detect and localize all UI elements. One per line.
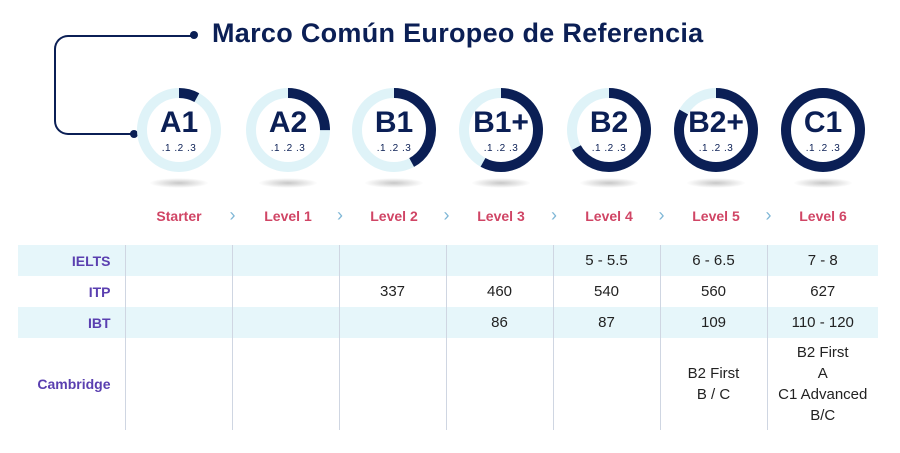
ring-code: A2 (268, 106, 308, 139)
ring-progress-arc (781, 88, 865, 172)
ring-shadow (258, 178, 318, 188)
table-cell (124, 245, 232, 276)
chevron-right-icon: › (229, 205, 236, 225)
table-cell: 560 (659, 276, 767, 307)
ring-shadow (364, 178, 424, 188)
table-cell: 7 - 8 (766, 245, 878, 276)
level-label: Level 4 (585, 208, 633, 224)
ring-sublevels: .1 .2 .3 (591, 143, 627, 154)
table-cell (124, 338, 232, 430)
ring-progress-arc (137, 88, 221, 172)
ring-code: B1 (374, 106, 414, 139)
ring-code: B1+ (473, 106, 529, 139)
table-cell: 540 (552, 276, 660, 307)
page-title: Marco Común Europeo de Referencia (212, 18, 704, 48)
connector-dot-end (130, 130, 138, 138)
table-cell: 86 (445, 307, 553, 338)
table-row-cambridge: Cambridge B2 First B / C B2 First A C1 Advanc… (18, 338, 878, 430)
level-label: Level 6 (799, 208, 847, 224)
ring-shadow (793, 178, 853, 188)
table-cell (231, 307, 339, 338)
level-ring-a1: A1 .1 .2 .3 (135, 86, 223, 196)
table-cell (124, 276, 232, 307)
ring-sublevels: .1 .2 .3 (376, 143, 412, 154)
ring-code: A1 (159, 106, 199, 139)
ring-progress-arc (567, 88, 651, 172)
ring-code: B2 (589, 106, 629, 139)
table-cell: B2 First B / C (659, 338, 767, 430)
row-label: IBT (18, 307, 125, 338)
table-cell: 5 - 5.5 (552, 245, 660, 276)
table-cell (445, 338, 553, 430)
table-cell (338, 307, 446, 338)
table-cell (338, 338, 446, 430)
row-label: ITP (88, 283, 111, 300)
connector-dot-start (190, 31, 198, 39)
table-cell: 110 - 120 (766, 307, 878, 338)
ring-shadow (149, 178, 209, 188)
level-label: Level 5 (692, 208, 740, 224)
level-label: Level 3 (477, 208, 525, 224)
ring-progress-arc (352, 88, 436, 172)
ring-code: C1 (803, 106, 843, 139)
table-cell: 337 (338, 276, 446, 307)
level-label: Level 1 (264, 208, 312, 224)
ring-shadow (471, 178, 531, 188)
ring-code: B2+ (688, 106, 744, 139)
level-label: Level 2 (370, 208, 418, 224)
level-ring-c1: C1 .1 .2 .3 (779, 86, 867, 196)
table-cell (338, 245, 446, 276)
table-row-itp: ITP 337 460 540 560 627 (18, 276, 878, 307)
table-cell (231, 338, 339, 430)
ring-shadow (579, 178, 639, 188)
table-cell: 87 (552, 307, 660, 338)
table-cell: 460 (445, 276, 553, 307)
table-cell (445, 245, 553, 276)
table-cell (552, 338, 660, 430)
level-ring-a2: A2 .1 .2 .3 (244, 86, 332, 196)
ring-progress-arc (674, 88, 758, 172)
chevron-right-icon: › (551, 205, 557, 225)
table-cell: 627 (766, 276, 878, 307)
chevron-right-icon: › (658, 205, 665, 225)
level-label: Starter (156, 208, 202, 224)
chevron-right-icon: › (443, 205, 450, 225)
level-ring-b2-plus: B2+ .1 .2 .3 (672, 86, 760, 196)
level-ring-b1-plus: B1+ .1 .2 .3 (457, 86, 545, 196)
chevron-right-icon: › (765, 205, 772, 225)
ring-shadow (686, 178, 746, 188)
ring-sublevels: .1 .2 .3 (270, 143, 306, 154)
row-label: IELTS (18, 245, 125, 276)
table-cell (124, 307, 232, 338)
chevron-right-icon: › (337, 205, 343, 225)
level-ring-b1: B1 .1 .2 .3 (350, 86, 438, 196)
ring-sublevels: .1 .2 .3 (698, 143, 734, 154)
connector-line (54, 35, 194, 135)
table-cell: B2 First A C1 Advanced B/C (766, 338, 878, 430)
ring-sublevels: .1 .2 .3 (483, 143, 519, 154)
ring-sublevels: .1 .2 .3 (161, 143, 197, 154)
ring-sublevels: .1 .2 .3 (805, 143, 841, 154)
table-cell (231, 276, 339, 307)
table-row-ielts: IELTS 5 - 5.5 6 - 6.5 7 - 8 (18, 245, 878, 276)
table-cell: 6 - 6.5 (659, 245, 767, 276)
score-table: IELTS 5 - 5.5 6 - 6.5 7 - 8 ITP 337 460 540 560 6… (18, 245, 878, 430)
table-cell: 109 (659, 307, 767, 338)
ring-progress-arc (459, 88, 543, 172)
level-ring-b2: B2 .1 .2 .3 (565, 86, 653, 196)
ring-progress-arc (246, 88, 330, 172)
row-label: Cambridge (37, 375, 111, 392)
table-cell (231, 245, 339, 276)
table-row-ibt: IBT 86 87 109 110 - 120 (18, 307, 878, 338)
